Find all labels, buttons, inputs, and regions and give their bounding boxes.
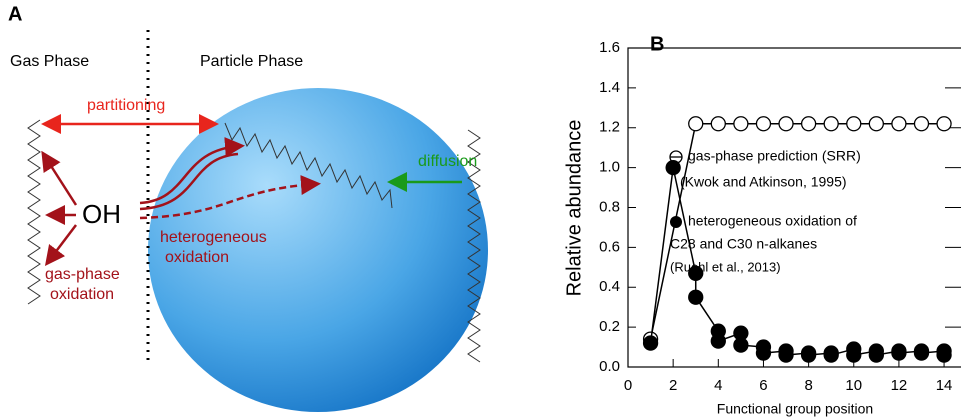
x-tick-label: 0 [624,377,632,394]
label: OH [82,199,121,229]
label: heterogeneous [160,229,267,246]
label: Gas Phase [10,53,89,70]
y-axis-title: Relative abundance [563,120,585,297]
x-tick-label: 14 [936,377,953,394]
legend-label: gas-phase prediction (SRR) [688,148,861,164]
y-tick-label: 0.2 [599,318,620,335]
point [868,116,884,132]
point [868,347,884,363]
point [936,347,952,363]
point [642,335,659,351]
point [846,347,862,363]
panel-a: A Gas Phase Particle Phase partitioning … [8,3,488,412]
x-tick-label: 12 [891,377,908,394]
panel-label: A [8,3,22,25]
panel-b: B Functional group position Relative abu… [563,33,961,417]
y-tick-label: 0.4 [599,278,620,295]
point [936,116,952,132]
label: Particle Phase [200,53,303,70]
point [733,116,749,132]
x-tick-label: 2 [669,377,677,394]
surface-alkane [224,122,393,209]
point [913,345,930,361]
y-tick-label: 0.6 [599,238,620,255]
legend-marker [670,216,682,228]
x-tick-label: 4 [714,377,722,394]
legend-label: heterogeneous oxidation of [688,213,857,229]
point [891,345,907,361]
point [733,337,749,353]
point [823,116,839,132]
point [778,116,794,132]
panel-label: B [650,33,664,55]
point [688,265,704,281]
surface-arrow [139,137,245,205]
y-tick-label: 1.0 [599,159,620,176]
point [710,116,726,132]
label: gas-phase [45,266,120,283]
point [688,289,704,305]
point [800,347,817,363]
oh-arrow [44,224,77,266]
x-axis-title: Functional group position [717,401,873,417]
point [755,345,772,361]
label: oxidation [165,249,229,266]
point [755,116,772,132]
gas-alkane [27,119,41,305]
legend-label: C28 and C30 n-alkanes [670,236,817,252]
y-tick-label: 1.2 [599,119,620,136]
point [913,116,930,132]
y-tick-label: 0.8 [599,198,620,215]
x-tick-label: 10 [845,377,862,394]
dashed-arrow [139,175,321,220]
point [891,116,907,132]
label: diffusion [418,153,477,170]
particle [148,88,488,412]
x-tick-label: 8 [804,377,812,394]
legend-label: (Ruehl et al., 2013) [670,259,781,274]
surface-arrow [139,152,239,211]
point [846,116,862,132]
y-tick-label: 1.4 [599,79,620,96]
bulk-alkane [467,129,481,363]
point [778,347,794,363]
y-tick-label: 0.0 [599,358,620,375]
x-tick-label: 6 [759,377,767,394]
point [688,116,704,132]
legend-label: (Kwok and Atkinson, 1995) [680,174,847,190]
point [710,333,726,349]
point [823,347,839,363]
point [665,159,681,176]
point [800,116,817,132]
oh-arrow [41,150,78,206]
label: partitioning [87,97,165,114]
label: oxidation [50,286,114,303]
y-tick-label: 1.6 [599,39,620,56]
